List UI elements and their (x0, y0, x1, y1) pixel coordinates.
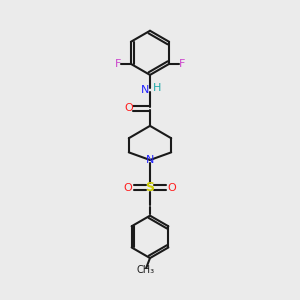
Text: O: O (167, 183, 176, 193)
Text: O: O (124, 183, 133, 193)
Text: N: N (140, 85, 149, 94)
Text: CH₃: CH₃ (136, 266, 154, 275)
Text: H: H (153, 83, 161, 93)
Text: O: O (124, 103, 133, 113)
Text: S: S (146, 181, 154, 194)
Text: N: N (146, 155, 154, 165)
Text: F: F (179, 59, 186, 69)
Text: F: F (114, 59, 121, 69)
